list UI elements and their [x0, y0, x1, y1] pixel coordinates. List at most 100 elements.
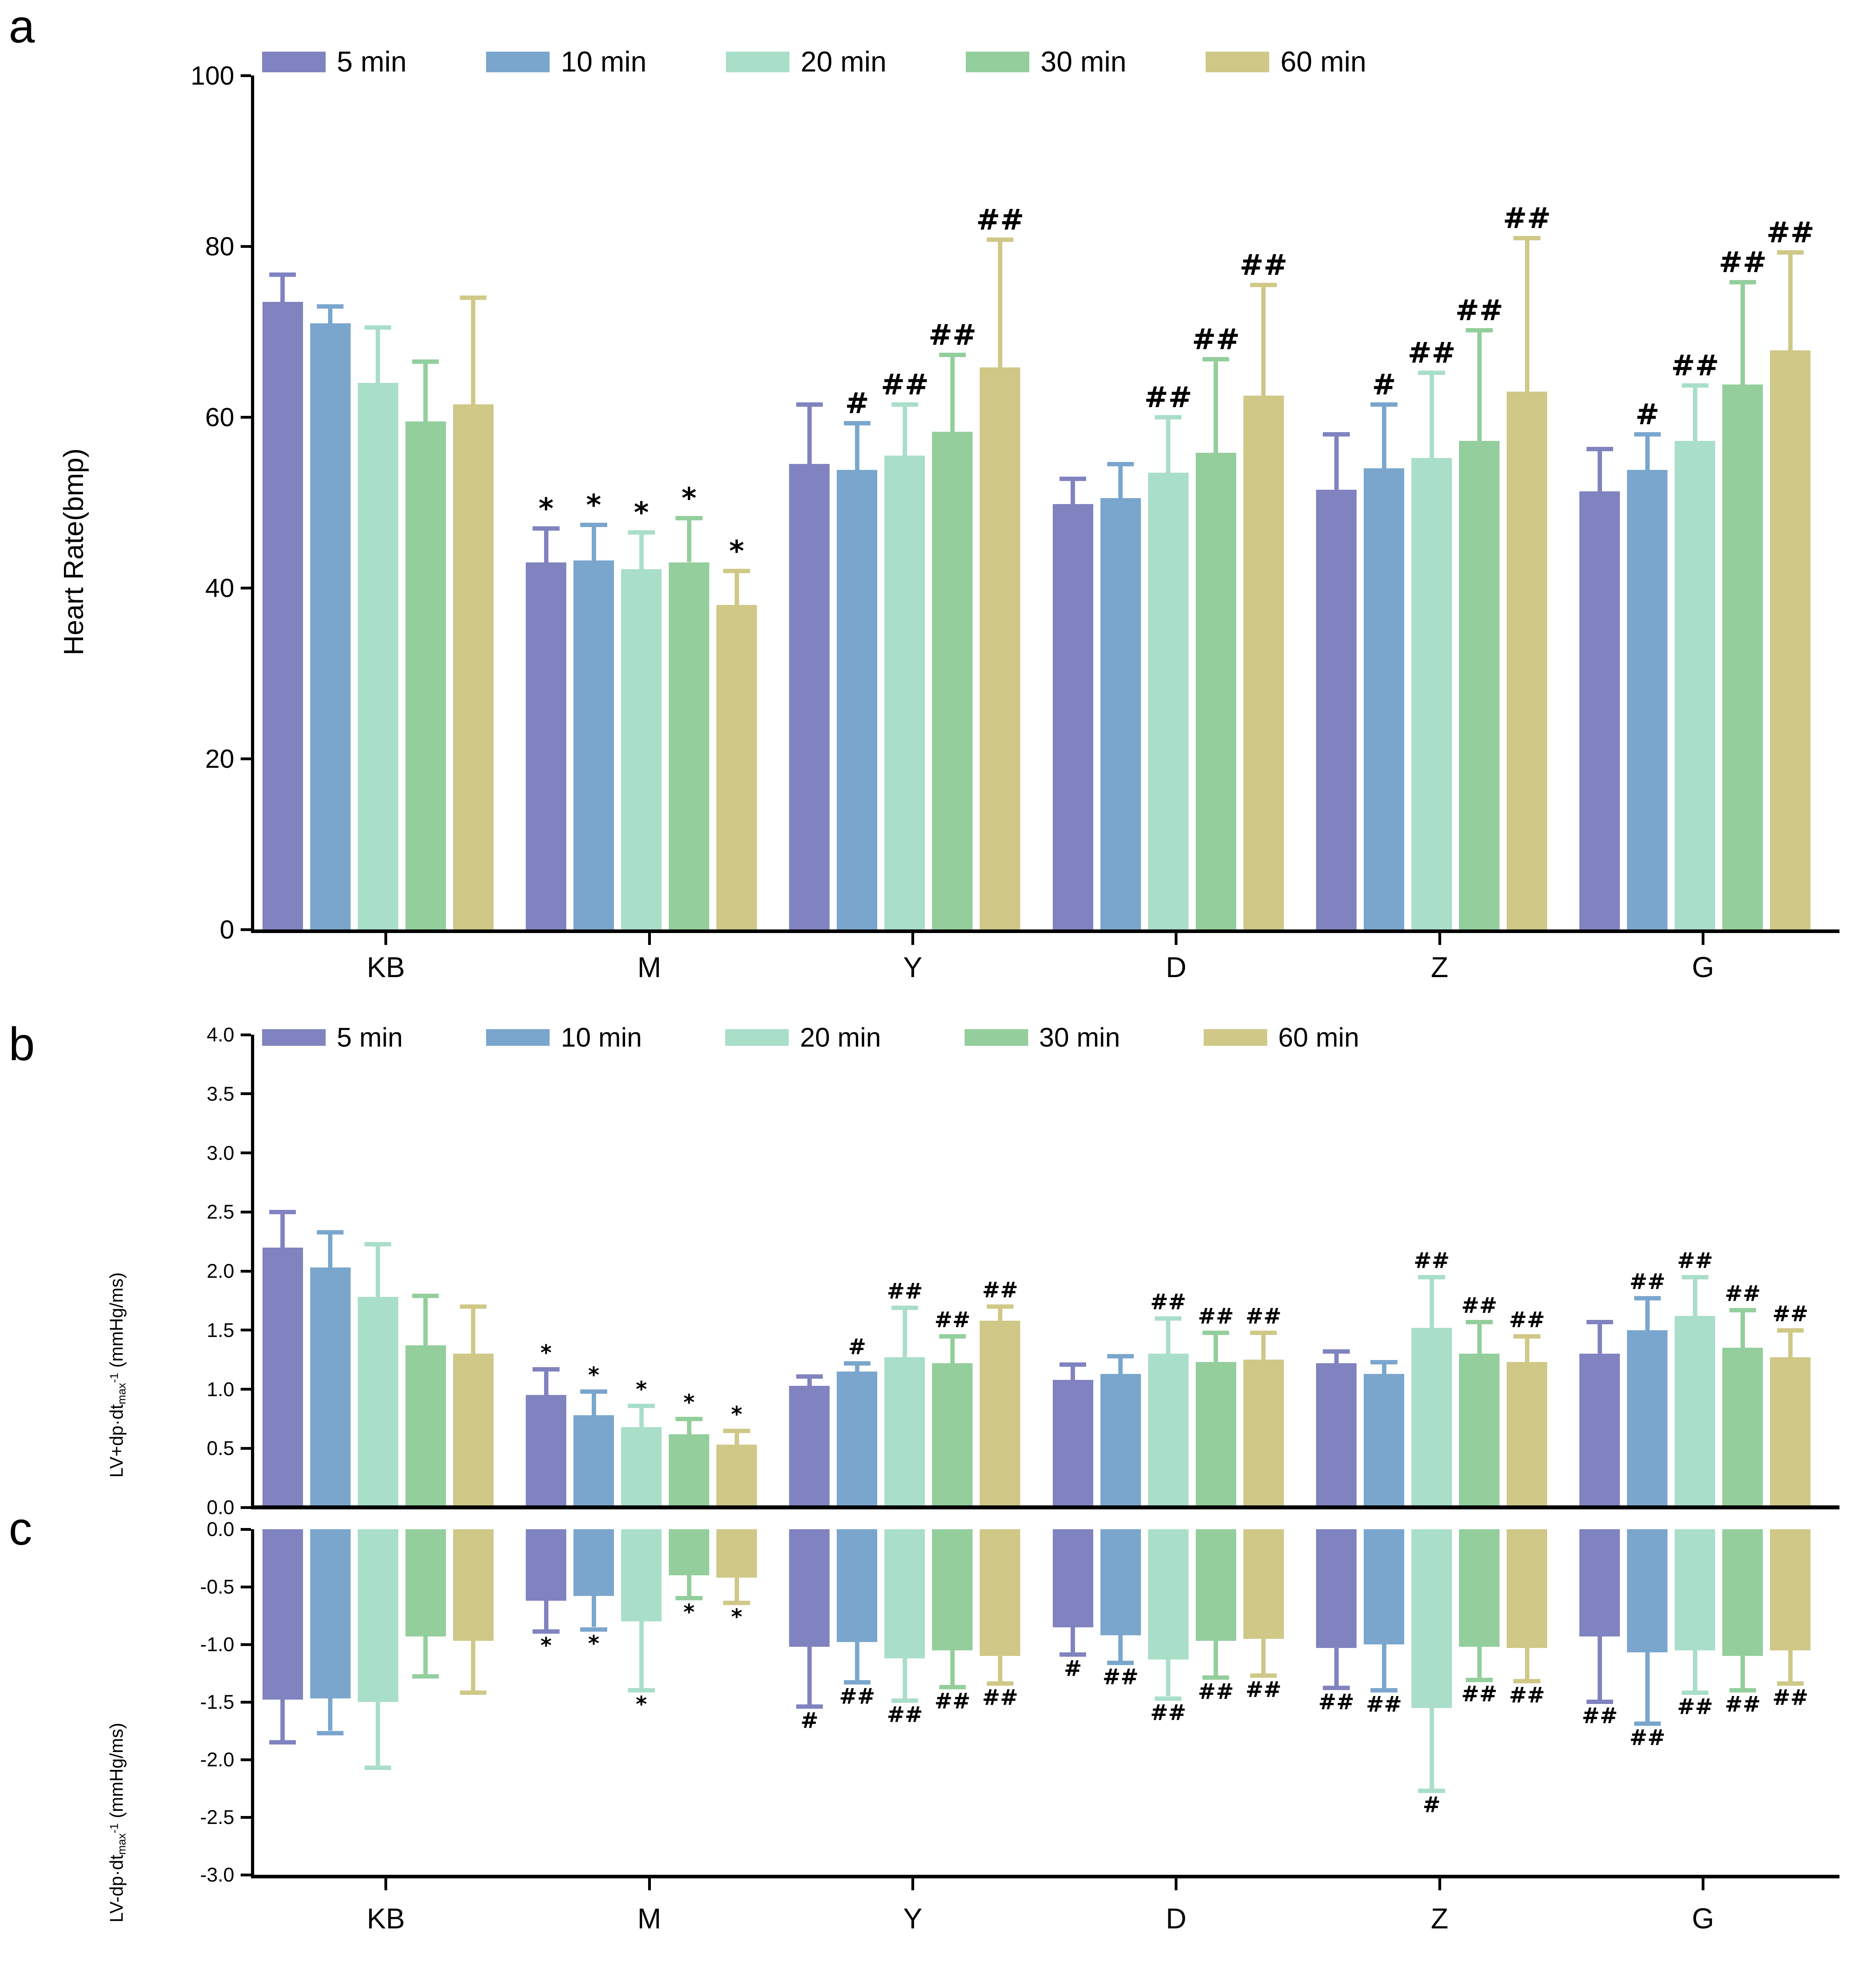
bar [1627, 470, 1668, 929]
significance-hash: ## [881, 367, 929, 401]
panel-b-letter: b [9, 1018, 35, 1070]
error-bar-stem [1429, 373, 1434, 458]
error-bar-stem [544, 528, 548, 562]
x-axis-tick [648, 933, 651, 945]
error-bar-cap [1466, 328, 1493, 332]
legend-swatch-icon [486, 52, 550, 72]
error-bar-stem [1382, 1644, 1386, 1688]
error-bar-cap [365, 325, 392, 330]
significance-asterisk: * [683, 1600, 695, 1625]
significance-hash: # [1635, 398, 1660, 431]
error-bar-cap [1250, 1330, 1277, 1335]
y-axis-tick [241, 245, 251, 248]
bar [357, 1529, 398, 1702]
error-bar-cap [723, 1600, 750, 1605]
error-bar-stem [1261, 1332, 1266, 1360]
significance-asterisk: * [635, 1377, 647, 1402]
error-bar-stem [423, 1296, 428, 1346]
panel-a-letter: a [9, 0, 35, 53]
bar [453, 404, 494, 929]
bar [1052, 1379, 1093, 1507]
x-axis-tick [1438, 933, 1441, 945]
bar [1722, 1348, 1763, 1507]
bar [405, 1345, 446, 1507]
significance-hash: # [848, 1334, 866, 1360]
error-bar-cap [986, 237, 1013, 242]
error-bar-stem [807, 1376, 812, 1386]
bar [1243, 1360, 1284, 1507]
error-bar-stem [280, 1212, 285, 1248]
error-bar-stem [807, 1646, 812, 1704]
bar [1507, 1362, 1547, 1507]
bar [1316, 489, 1357, 929]
error-bar-cap [317, 1230, 344, 1234]
y-axis-tick-label: 1.0 [207, 1378, 234, 1401]
x-axis-line [251, 1875, 1839, 1878]
error-bar-stem [1740, 1310, 1745, 1348]
y-axis-tick [241, 928, 251, 931]
error-bar-stem [1477, 330, 1482, 441]
error-bar-stem [1788, 1650, 1793, 1681]
bar [837, 470, 878, 929]
x-axis-tick [384, 933, 388, 945]
significance-hash: ## [1461, 1292, 1498, 1318]
error-bar-cap [939, 1334, 966, 1339]
significance-hash: ## [1629, 1269, 1666, 1294]
significance-asterisk: * [540, 1340, 552, 1365]
bar [1675, 1529, 1716, 1650]
significance-hash: ## [928, 318, 977, 352]
bar [669, 562, 709, 929]
significance-asterisk: * [588, 1631, 600, 1656]
error-bar-stem [280, 1700, 285, 1740]
error-bar-stem [639, 1621, 644, 1688]
error-bar-cap [533, 526, 560, 531]
error-bar-cap [1250, 1673, 1277, 1678]
bar [1579, 1354, 1620, 1507]
error-bar-stem [591, 1391, 596, 1415]
error-bar-cap [723, 1428, 750, 1433]
legend-swatch-icon [262, 52, 326, 72]
significance-hash: ## [1503, 201, 1551, 235]
error-bar-cap [580, 522, 607, 527]
significance-hash: ## [1318, 1689, 1355, 1715]
error-bar-cap [628, 1688, 655, 1693]
error-bar-stem [807, 404, 812, 464]
legend-item-30-min: 30 min [964, 1024, 1120, 1051]
significance-hash: # [1422, 1792, 1441, 1817]
bar [573, 1529, 614, 1596]
error-bar-cap [843, 421, 870, 426]
significance-hash: ## [1239, 248, 1287, 282]
significance-asterisk: * [683, 1389, 695, 1415]
significance-hash: ## [1413, 1248, 1450, 1273]
significance-asterisk: * [540, 1633, 552, 1658]
significance-hash: ## [1102, 1664, 1139, 1689]
bar [1052, 1529, 1093, 1627]
bar [884, 1357, 925, 1507]
error-bar-stem [544, 1369, 548, 1395]
bar [1459, 1354, 1500, 1507]
error-bar-cap [365, 1242, 392, 1246]
error-bar-cap [1370, 1360, 1397, 1365]
error-bar-cap [1060, 476, 1087, 481]
error-bar-cap [1466, 1319, 1493, 1324]
error-bar-stem [1261, 284, 1266, 396]
error-bar-stem [1525, 1648, 1529, 1679]
significance-hash: ## [1509, 1307, 1545, 1332]
x-axis-tick-label: D [1166, 952, 1187, 983]
y-axis-tick [241, 586, 251, 589]
legend-swatch-icon [726, 52, 790, 72]
bar [357, 1297, 398, 1507]
error-bar-cap [676, 1416, 703, 1421]
error-bar-stem [471, 298, 476, 404]
y-axis-tick-label: 1.5 [207, 1319, 234, 1341]
bar [1459, 441, 1500, 929]
error-bar-stem [855, 1642, 859, 1680]
bar [573, 560, 614, 929]
significance-hash: ## [1719, 245, 1767, 279]
y-axis-tick [241, 1269, 251, 1273]
bar [1148, 1354, 1189, 1507]
significance-hash: ## [1772, 1685, 1808, 1710]
x-axis-tick-label: Y [903, 952, 923, 983]
error-bar-cap [1513, 1334, 1540, 1339]
bar [1722, 384, 1763, 929]
